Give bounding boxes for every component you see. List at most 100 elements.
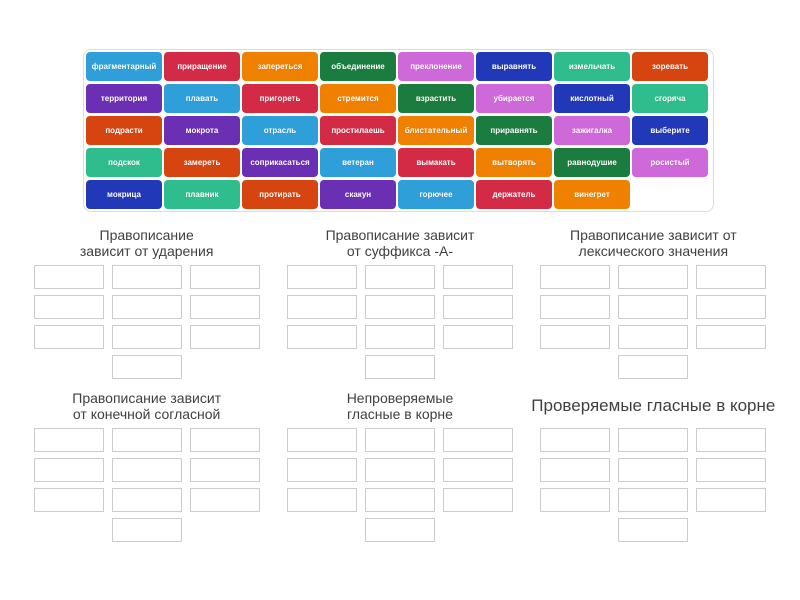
drop-slot[interactable] bbox=[364, 265, 435, 289]
drop-slot[interactable] bbox=[540, 325, 611, 349]
drop-slot[interactable] bbox=[189, 458, 260, 482]
drop-slot[interactable] bbox=[111, 488, 182, 512]
drop-slot[interactable] bbox=[33, 428, 104, 452]
word-tile[interactable]: приращение bbox=[164, 52, 240, 81]
drop-slot[interactable] bbox=[33, 488, 104, 512]
drop-slot[interactable] bbox=[364, 325, 435, 349]
drop-slot[interactable] bbox=[286, 458, 357, 482]
word-tile[interactable]: зоревать bbox=[632, 52, 708, 81]
drop-slot[interactable] bbox=[364, 458, 435, 482]
word-tile[interactable]: подрасти bbox=[86, 116, 162, 145]
drop-slot[interactable] bbox=[442, 325, 513, 349]
drop-slot[interactable] bbox=[618, 325, 689, 349]
drop-slot[interactable] bbox=[189, 295, 260, 319]
word-tile[interactable]: держатель bbox=[476, 180, 552, 209]
drop-slot[interactable] bbox=[364, 518, 435, 542]
word-tile[interactable]: территория bbox=[86, 84, 162, 113]
drop-slot[interactable] bbox=[286, 428, 357, 452]
word-tile[interactable]: выравнять bbox=[476, 52, 552, 81]
drop-slot[interactable] bbox=[618, 518, 689, 542]
drop-slot[interactable] bbox=[442, 295, 513, 319]
drop-slot[interactable] bbox=[364, 295, 435, 319]
word-tile[interactable]: приравнять bbox=[476, 116, 552, 145]
word-tile[interactable]: росистый bbox=[632, 148, 708, 177]
word-tile[interactable]: подскок bbox=[86, 148, 162, 177]
drop-slot[interactable] bbox=[364, 355, 435, 379]
drop-slot[interactable] bbox=[33, 265, 104, 289]
word-tile[interactable]: плавник bbox=[164, 180, 240, 209]
word-tile[interactable]: кислотный bbox=[554, 84, 630, 113]
word-tile[interactable]: преклонение bbox=[398, 52, 474, 81]
word-tile[interactable]: убирается bbox=[476, 84, 552, 113]
word-tile[interactable]: объединение bbox=[320, 52, 396, 81]
word-tile[interactable]: сгоряча bbox=[632, 84, 708, 113]
word-tile[interactable]: пригореть bbox=[242, 84, 318, 113]
drop-slot[interactable] bbox=[189, 488, 260, 512]
drop-slot[interactable] bbox=[618, 265, 689, 289]
drop-slot[interactable] bbox=[189, 428, 260, 452]
word-tile[interactable]: фрагментарный bbox=[86, 52, 162, 81]
drop-slot[interactable] bbox=[696, 458, 767, 482]
drop-slot[interactable] bbox=[111, 295, 182, 319]
word-tile[interactable]: соприкасаться bbox=[242, 148, 318, 177]
drop-slot[interactable] bbox=[111, 265, 182, 289]
word-tile[interactable]: замереть bbox=[164, 148, 240, 177]
word-tile[interactable]: вымакать bbox=[398, 148, 474, 177]
word-tile[interactable]: запереться bbox=[242, 52, 318, 81]
word-tile[interactable]: мокрица bbox=[86, 180, 162, 209]
drop-slot[interactable] bbox=[286, 265, 357, 289]
word-tile[interactable]: равнодушие bbox=[554, 148, 630, 177]
drop-slot[interactable] bbox=[540, 265, 611, 289]
word-tile[interactable]: взрастить bbox=[398, 84, 474, 113]
drop-slot[interactable] bbox=[111, 325, 182, 349]
word-tile[interactable]: измельчать bbox=[554, 52, 630, 81]
drop-slot[interactable] bbox=[618, 428, 689, 452]
drop-slot[interactable] bbox=[442, 265, 513, 289]
drop-slot[interactable] bbox=[540, 458, 611, 482]
category-slots bbox=[533, 262, 773, 382]
word-tile[interactable]: стремится bbox=[320, 84, 396, 113]
drop-slot[interactable] bbox=[364, 428, 435, 452]
word-tile[interactable]: плавать bbox=[164, 84, 240, 113]
word-tile[interactable]: скакун bbox=[320, 180, 396, 209]
drop-slot[interactable] bbox=[696, 428, 767, 452]
word-tile[interactable]: мокрота bbox=[164, 116, 240, 145]
word-tile[interactable]: вытворять bbox=[476, 148, 552, 177]
drop-slot[interactable] bbox=[189, 325, 260, 349]
drop-slot[interactable] bbox=[111, 458, 182, 482]
word-tile[interactable]: горючее bbox=[398, 180, 474, 209]
word-tile[interactable]: выберите bbox=[632, 116, 708, 145]
word-tile[interactable]: зажигалка bbox=[554, 116, 630, 145]
drop-slot[interactable] bbox=[696, 488, 767, 512]
drop-slot[interactable] bbox=[33, 295, 104, 319]
drop-slot[interactable] bbox=[33, 325, 104, 349]
drop-slot[interactable] bbox=[189, 265, 260, 289]
drop-slot[interactable] bbox=[286, 295, 357, 319]
drop-slot[interactable] bbox=[696, 295, 767, 319]
drop-slot[interactable] bbox=[111, 428, 182, 452]
drop-slot[interactable] bbox=[540, 295, 611, 319]
drop-slot[interactable] bbox=[286, 325, 357, 349]
drop-slot[interactable] bbox=[618, 488, 689, 512]
drop-slot[interactable] bbox=[111, 518, 182, 542]
drop-slot[interactable] bbox=[618, 458, 689, 482]
word-tile[interactable]: ветеран bbox=[320, 148, 396, 177]
drop-slot[interactable] bbox=[540, 428, 611, 452]
word-tile[interactable]: винегрет bbox=[554, 180, 630, 209]
drop-slot[interactable] bbox=[442, 458, 513, 482]
word-tile[interactable]: протирать bbox=[242, 180, 318, 209]
drop-slot[interactable] bbox=[540, 488, 611, 512]
drop-slot[interactable] bbox=[364, 488, 435, 512]
drop-slot[interactable] bbox=[618, 295, 689, 319]
word-tile[interactable]: отрасль bbox=[242, 116, 318, 145]
drop-slot[interactable] bbox=[696, 325, 767, 349]
drop-slot[interactable] bbox=[696, 265, 767, 289]
drop-slot[interactable] bbox=[442, 488, 513, 512]
drop-slot[interactable] bbox=[618, 355, 689, 379]
word-tile[interactable]: блистательный bbox=[398, 116, 474, 145]
word-tile[interactable]: простилаешь bbox=[320, 116, 396, 145]
drop-slot[interactable] bbox=[286, 488, 357, 512]
drop-slot[interactable] bbox=[33, 458, 104, 482]
drop-slot[interactable] bbox=[111, 355, 182, 379]
drop-slot[interactable] bbox=[442, 428, 513, 452]
